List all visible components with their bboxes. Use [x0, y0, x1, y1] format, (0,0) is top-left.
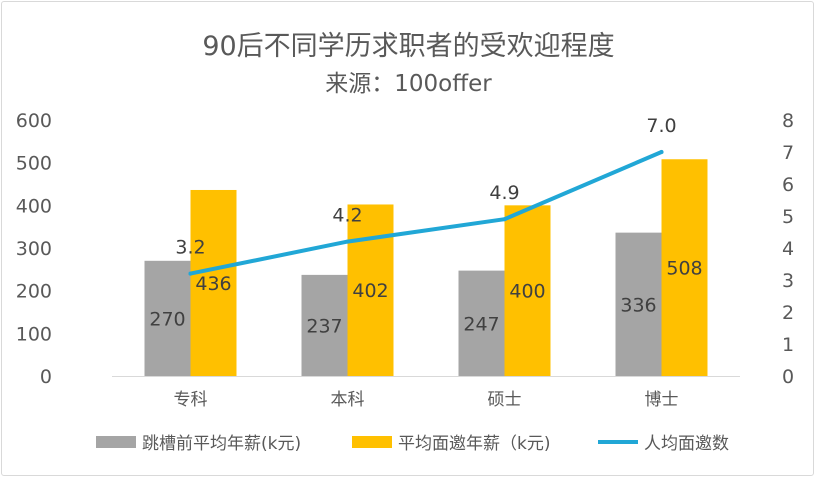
y-left-tick-label: 0 [40, 366, 52, 388]
bar-2 [190, 189, 237, 376]
bar-1 [301, 274, 348, 376]
legend-label-1: 跳槽前平均年薪(k元) [142, 434, 301, 454]
y-right-tick-label: 5 [782, 206, 794, 228]
bar-1 [458, 270, 505, 376]
line-point [659, 150, 664, 154]
line-value-label: 3.2 [175, 237, 205, 259]
legend-label-3: 人均面邀数 [644, 434, 729, 454]
legend-swatch-1 [96, 436, 136, 448]
y-right-tick-label: 2 [782, 302, 794, 324]
bar-1 [144, 260, 191, 376]
x-tick-label: 博士 [645, 390, 679, 410]
bar-value-label: 402 [352, 280, 388, 302]
line-series [188, 150, 664, 276]
y-right-tick-label: 3 [782, 270, 794, 292]
line-value-label: 7.0 [646, 115, 676, 137]
bar-2 [347, 204, 394, 376]
bar-value-label: 237 [306, 315, 342, 337]
line-point [345, 239, 350, 244]
chart-subtitle: 来源：100offer [325, 71, 492, 97]
legend-label-2: 平均面邀年薪（k元) [398, 434, 550, 454]
y-left-tick-label: 500 [16, 153, 52, 175]
bar-2 [661, 159, 708, 376]
bar-value-label: 336 [620, 294, 656, 316]
line-value-label: 4.9 [489, 182, 519, 204]
y-right-tick-label: 0 [782, 366, 794, 388]
y-left-tick-label: 300 [16, 238, 52, 260]
bar-value-label: 400 [509, 281, 545, 303]
line-point [502, 217, 507, 222]
bar-1 [615, 232, 662, 376]
x-tick-label: 本科 [331, 390, 365, 410]
y-left-tick-label: 200 [16, 281, 52, 303]
line-point [188, 271, 193, 276]
chart-title: 90后不同学历求职者的受欢迎程度 [202, 31, 615, 62]
y-left-tick-label: 100 [16, 323, 52, 345]
y-left-tick-label: 600 [16, 110, 52, 132]
y-right-tick-label: 7 [782, 142, 794, 164]
y-right-tick-label: 6 [782, 174, 794, 196]
bar-value-label: 508 [666, 258, 702, 280]
legend-swatch-2 [352, 436, 392, 448]
bar-2 [504, 205, 551, 376]
x-tick-label: 专科 [174, 390, 208, 410]
x-tick-label: 硕士 [488, 390, 522, 410]
y-right-tick-label: 8 [782, 110, 794, 132]
y-right-tick-label: 4 [782, 238, 794, 260]
bar-value-label: 270 [149, 308, 185, 330]
line-value-label: 4.2 [332, 205, 362, 227]
y-right-tick-label: 1 [782, 334, 794, 356]
bar-value-label: 247 [463, 313, 499, 335]
bar-value-label: 436 [195, 273, 231, 295]
y-left-tick-label: 400 [16, 195, 52, 217]
